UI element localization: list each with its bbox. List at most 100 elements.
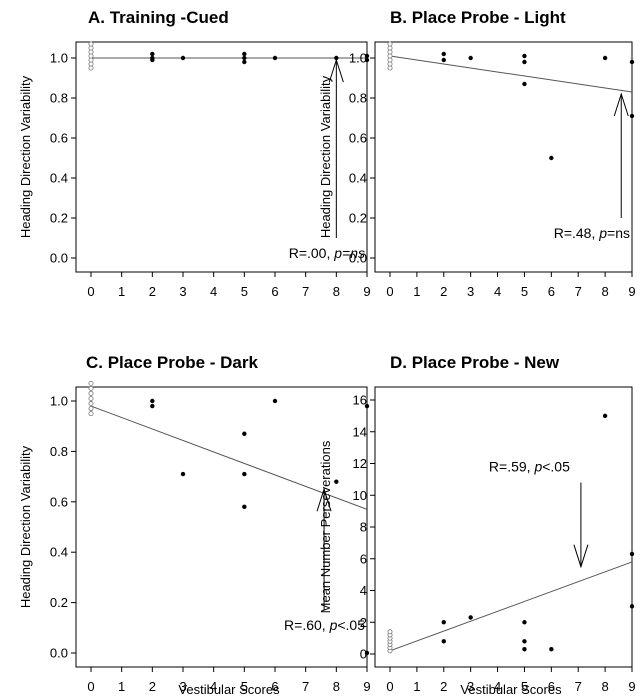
x-tick-label: 5 bbox=[521, 679, 528, 694]
x-tick-label: 6 bbox=[271, 284, 278, 299]
x-tick-label: 4 bbox=[210, 284, 217, 299]
y-axis-label: Heading Direction Variability bbox=[318, 75, 333, 238]
x-tick-label: 1 bbox=[118, 679, 125, 694]
control-point bbox=[88, 57, 94, 63]
x-tick-label: 5 bbox=[241, 284, 248, 299]
control-point bbox=[88, 45, 94, 51]
data-point bbox=[150, 403, 155, 409]
x-tick-label: 8 bbox=[333, 284, 340, 299]
x-tick-label: 0 bbox=[87, 679, 94, 694]
control-point bbox=[387, 49, 393, 55]
data-point bbox=[468, 615, 473, 620]
y-tick-label: 0.0 bbox=[349, 251, 367, 266]
annotation-text: R=.59, p<.05 bbox=[489, 459, 570, 475]
data-point bbox=[242, 471, 247, 477]
y-tick-label: 6 bbox=[360, 551, 367, 566]
data-point bbox=[522, 647, 527, 652]
annotation-text: R=.00, p=ns bbox=[289, 245, 365, 261]
y-tick-label: 0.6 bbox=[50, 494, 68, 509]
y-tick-label: 0.8 bbox=[50, 444, 68, 459]
y-tick-label: 1.0 bbox=[50, 394, 68, 409]
y-tick-label: 0.0 bbox=[50, 646, 68, 661]
data-point bbox=[629, 59, 635, 65]
control-point bbox=[387, 41, 393, 47]
chart-title: C. Place Probe - Dark bbox=[86, 353, 259, 372]
y-tick-label: 12 bbox=[353, 456, 367, 471]
y-tick-label: 0.2 bbox=[50, 595, 68, 610]
chart-panel-3: C. Place Probe - Dark 0.0 0.2 0.4 0.6 0.8 1.0 0… bbox=[18, 353, 371, 697]
data-point bbox=[364, 53, 370, 59]
x-tick-label: 3 bbox=[179, 284, 186, 299]
x-tick-label: 9 bbox=[628, 679, 635, 694]
control-point bbox=[88, 390, 94, 396]
data-point bbox=[242, 504, 247, 510]
regression-line bbox=[389, 561, 633, 652]
y-axis-label: Mean Number Perseverations bbox=[318, 440, 333, 613]
y-tick-label: 10 bbox=[353, 488, 367, 503]
control-point bbox=[387, 65, 393, 71]
annotation-arrowhead bbox=[613, 92, 629, 117]
x-tick-label: 3 bbox=[467, 679, 474, 694]
x-tick-label: 4 bbox=[494, 679, 501, 694]
x-tick-label: 7 bbox=[302, 679, 309, 694]
y-tick-label: 14 bbox=[353, 424, 367, 439]
y-tick-label: 0.8 bbox=[349, 91, 367, 106]
control-point bbox=[88, 49, 94, 55]
chart-title: D. Place Probe - New bbox=[390, 353, 560, 372]
data-point bbox=[629, 604, 635, 609]
data-point bbox=[242, 431, 247, 436]
y-tick-label: 0.6 bbox=[349, 131, 367, 146]
data-point bbox=[522, 81, 527, 87]
control-point bbox=[387, 61, 393, 67]
plot-frame bbox=[75, 386, 368, 668]
y-tick-label: 0.4 bbox=[50, 171, 68, 186]
x-tick-label: 0 bbox=[386, 679, 393, 694]
y-tick-label: 0.4 bbox=[349, 171, 367, 186]
x-tick-label: 9 bbox=[363, 679, 370, 694]
data-point bbox=[549, 647, 554, 652]
y-tick-label: 0.4 bbox=[50, 545, 68, 560]
data-point bbox=[180, 55, 186, 61]
data-point bbox=[522, 59, 527, 65]
control-point bbox=[88, 401, 94, 407]
y-tick-label: 0.2 bbox=[349, 211, 367, 226]
control-point bbox=[88, 61, 94, 67]
x-tick-label: 2 bbox=[149, 679, 156, 694]
data-point bbox=[441, 51, 446, 57]
control-point bbox=[88, 53, 94, 59]
x-tick-label: 6 bbox=[271, 679, 278, 694]
data-point bbox=[334, 55, 339, 61]
x-tick-label: 3 bbox=[467, 284, 474, 299]
data-point bbox=[242, 51, 247, 57]
control-point bbox=[387, 45, 393, 51]
x-tick-label: 0 bbox=[87, 284, 94, 299]
plot-frame bbox=[75, 41, 368, 273]
x-tick-label: 2 bbox=[149, 284, 156, 299]
x-tick-label: 4 bbox=[494, 284, 501, 299]
x-tick-label: 8 bbox=[601, 284, 608, 299]
regression-line bbox=[90, 405, 368, 510]
data-point bbox=[242, 59, 247, 65]
x-tick-label: 3 bbox=[179, 679, 186, 694]
control-point bbox=[88, 395, 94, 401]
data-point bbox=[242, 55, 247, 61]
annotation-arrowhead bbox=[328, 58, 344, 83]
x-axis-label: Vestibular Scores bbox=[178, 682, 280, 697]
y-tick-label: 4 bbox=[360, 583, 367, 598]
y-tick-label: 1.0 bbox=[50, 51, 68, 66]
data-point bbox=[334, 479, 339, 484]
data-point bbox=[441, 620, 446, 625]
y-tick-label: 2 bbox=[360, 615, 367, 630]
x-tick-label: 5 bbox=[521, 284, 528, 299]
chart-panel-1: A. Training -Cued 0.0 0.2 0.4 0.6 0.8 1.0 0 1 2 3 4… bbox=[18, 8, 371, 299]
x-axis-label: Vestibular Scores bbox=[460, 682, 562, 697]
x-tick-label: 2 bbox=[440, 284, 447, 299]
annotation-arrowhead bbox=[573, 544, 589, 569]
control-point bbox=[88, 41, 94, 47]
control-point bbox=[387, 53, 393, 59]
regression-line bbox=[389, 55, 633, 93]
x-tick-label: 7 bbox=[575, 679, 582, 694]
annotation-text: R=.48, p=ns bbox=[554, 225, 630, 241]
y-tick-label: 0.2 bbox=[50, 211, 68, 226]
